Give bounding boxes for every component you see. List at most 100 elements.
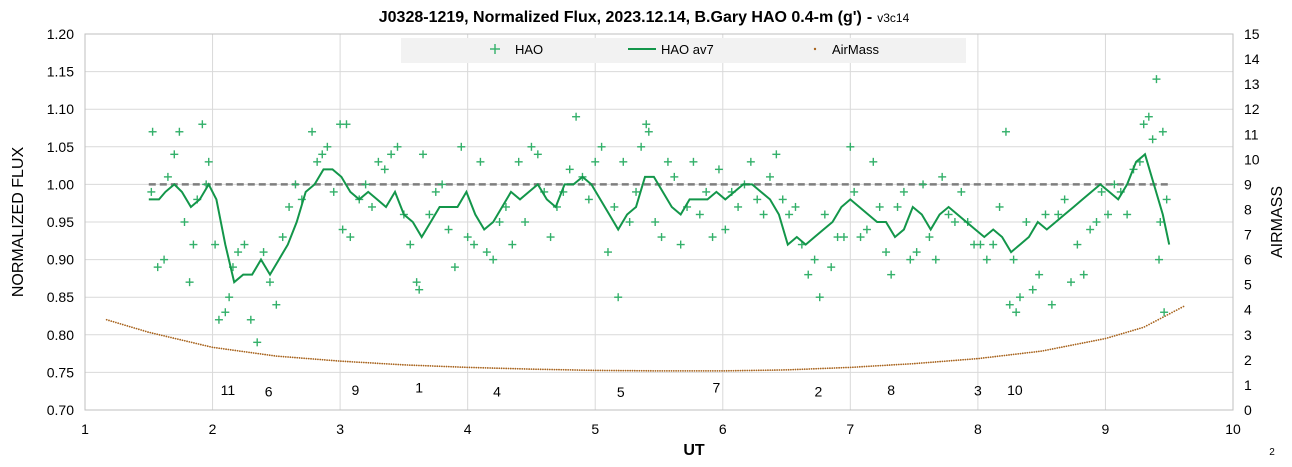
airmass-point [1129,330,1132,333]
hao-point [663,157,672,166]
y-tick-label: 1.20 [47,26,74,42]
hao-point [147,187,156,196]
airmass-point [594,369,597,372]
hao-point [651,218,660,226]
airmass-point [962,358,964,361]
airmass-point [649,369,652,372]
y2-tick-label: 3 [1244,327,1252,343]
airmass-point [966,358,969,361]
y-tick-label: 0.85 [47,289,74,305]
airmass-point [548,368,551,371]
airmass-point [849,366,852,369]
airmass-point [1095,339,1098,342]
airmass-point [721,369,723,372]
hao-point [1162,195,1171,204]
airmass-point [599,369,602,372]
airmass-point [796,368,799,371]
airmass-point [330,359,333,362]
hao-point [785,210,794,219]
airmass-point [812,367,815,370]
airmass-point [1015,353,1017,356]
hao-point [450,263,459,272]
x-tick-label: 5 [591,421,599,437]
hao-point [211,240,220,249]
airmass-point [475,366,478,369]
airmass-point [1125,331,1128,334]
airmass-point [840,366,843,369]
airmass-point [204,344,207,347]
hao-point [1067,278,1076,287]
airmass-point [971,358,974,360]
airmass-point [583,369,586,372]
airmass-point [590,369,593,372]
airmass-point [140,329,143,331]
airmass-point [909,362,912,365]
airmass-point [551,368,554,371]
hao-point [380,165,389,174]
annotation-label: 4 [493,383,501,399]
airmass-point [300,357,303,360]
airmass-point [633,369,636,372]
hao-point [393,142,402,151]
airmass-point [250,351,253,354]
airmass-point [819,367,822,370]
annotation-label: 8 [887,382,895,398]
airmass-point [746,369,749,372]
x-tick-label: 3 [336,421,344,437]
airmass-point [622,369,625,372]
airmass-point [209,345,211,348]
airmass-point [868,365,870,368]
corner-label: 2 [1269,447,1275,458]
airmass-point [900,363,903,366]
hao-point [291,180,300,189]
airmass-point [108,319,110,322]
airmass-point [973,357,976,360]
airmass-point [264,353,267,356]
airmass-point [923,361,925,364]
airmass-point [427,364,430,367]
hao-point [584,195,593,204]
airmass-point [1150,322,1153,325]
airmass-point [374,362,377,365]
airmass-point [135,327,138,330]
hao-point [346,233,355,242]
airmass-point [372,362,374,364]
airmass-point [319,358,322,361]
airmass-point [771,369,774,372]
airmass-point [744,369,746,372]
airmass-point [149,331,152,334]
airmass-point [695,369,698,372]
y2-tick-label: 12 [1244,101,1260,117]
airmass-point [858,365,861,368]
hao-point [702,187,711,196]
hao-point [815,293,824,302]
airmass-point [888,364,891,366]
airmass-point [477,366,480,369]
annotations: 11 6 9 1 4 5 7 2 8 3 10 [221,380,1023,401]
y2-tick-label: 8 [1244,201,1252,217]
hao-point [482,248,491,257]
airmass-point [636,369,638,372]
airmass-point [1116,334,1118,337]
hao-point [1035,270,1044,279]
airmass-point [1026,351,1029,354]
airmass-point [728,369,730,372]
hao-point [875,202,884,211]
airmass-point [711,369,714,372]
airmass-point [245,351,248,353]
airmass-point [305,357,308,360]
hao-point [1005,300,1014,309]
airmass-point [698,369,700,372]
airmass-point [296,356,299,359]
hao-point [476,157,485,166]
y2-tick-label: 4 [1244,302,1252,318]
hao-point [950,218,959,226]
airmass-point [615,369,618,372]
airmass-point [785,368,788,371]
airmass-point [918,362,921,365]
airmass-point [1088,340,1091,343]
airmass-point [601,369,604,372]
y2-tick-label: 14 [1244,51,1260,67]
airmass-point [232,349,234,352]
airmass-point [707,369,710,372]
